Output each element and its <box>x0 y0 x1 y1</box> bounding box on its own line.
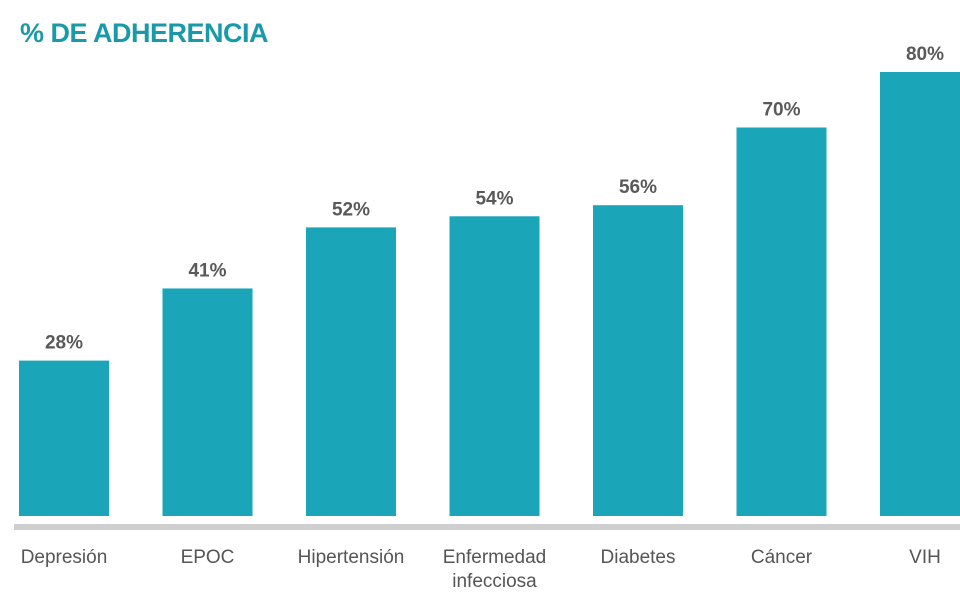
bar <box>306 227 396 516</box>
value-label: 80% <box>906 44 944 65</box>
axis-line <box>14 524 960 530</box>
value-label: 41% <box>188 260 226 281</box>
bar <box>736 127 827 516</box>
value-label: 52% <box>332 199 370 220</box>
value-label: 70% <box>762 100 800 121</box>
x-tick-label: Enfermedad infecciosa <box>442 547 547 592</box>
chart-title: % DE ADHERENCIA <box>20 18 268 48</box>
value-label: 54% <box>475 188 513 209</box>
bar <box>593 205 683 516</box>
bar <box>19 360 109 516</box>
value-label: 28% <box>45 333 83 354</box>
bar <box>449 216 540 517</box>
x-tick-label: Cáncer <box>750 547 813 568</box>
x-tick-label: EPOC <box>180 547 235 568</box>
x-tick-label: VIH <box>909 547 941 568</box>
x-tick-label: Hipertensión <box>297 547 405 568</box>
bar <box>880 72 960 516</box>
value-label: 56% <box>619 177 657 198</box>
x-tick-label: Diabetes <box>600 547 676 568</box>
x-tick-label: Depresión <box>20 547 108 568</box>
bar <box>162 288 253 516</box>
